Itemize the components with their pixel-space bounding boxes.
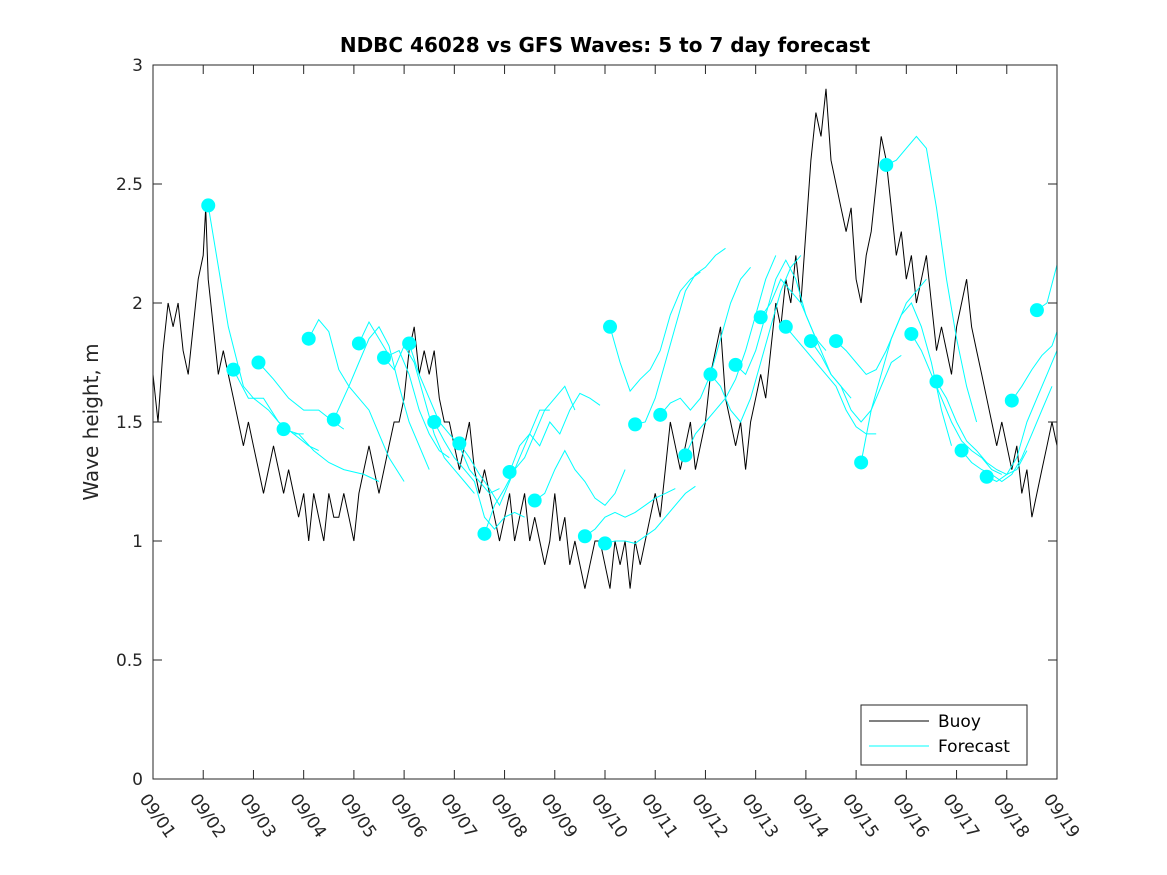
forecast-line [383,344,475,494]
chart-title: NDBC 46028 vs GFS Waves: 5 to 7 day fore… [340,33,871,57]
axis-ticks [152,64,1058,780]
buoy-line [152,88,1058,589]
forecast-line [283,428,380,482]
forecast-line [604,485,696,544]
y-tick-label: 0.5 [116,651,143,671]
forecast-start-marker [678,448,693,463]
forecast-line [534,449,626,506]
forecast-line [961,386,1053,483]
forecast-start-marker [778,319,793,334]
y-tick-label: 3 [132,56,143,76]
y-tick-label: 2.5 [116,175,143,195]
y-tick-label: 1.5 [116,413,143,433]
forecast-line [584,488,676,537]
forecast-start-marker [301,331,316,346]
forecast-line [634,247,726,425]
forecast-start-marker [854,455,869,470]
y-tick-label: 2 [132,294,143,314]
forecast-start-marker [753,310,768,325]
forecast-line [433,421,525,530]
forecast-line [484,385,576,535]
legend-box [860,704,1028,766]
forecast-start-marker [598,536,612,551]
forecast-line [333,325,430,470]
plot-frame [152,64,1058,780]
y-axis-label: Wave height, m [79,343,103,500]
forecast-start-marker [251,355,266,370]
forecast-start-marker [979,469,994,484]
forecast-start-marker [276,422,291,437]
y-tick-label: 1 [132,532,143,552]
forecast-start-marker [703,367,718,382]
forecast-line [986,350,1058,483]
forecast-line [710,255,802,423]
forecast-line [1011,331,1058,401]
forecast-start-marker [904,326,919,341]
forecast-line [910,333,1003,475]
forecast-start-marker [427,415,442,429]
forecast-start-marker [628,417,643,432]
plot-area [153,65,1057,779]
forecast-start-marker [377,350,392,365]
forecast-start-marker [201,198,216,213]
forecast-start-marker [502,464,517,479]
forecast-start-marker [527,493,542,508]
forecast-start-marker [402,336,417,351]
forecast-start-marker [1029,303,1044,318]
forecast-start-marker [653,407,668,422]
forecast-start-marker [1004,393,1019,408]
forecast-line [936,381,1028,475]
legend-label-buoy: Buoy [938,712,981,732]
forecast-line [785,326,877,435]
forecast-line [810,340,902,423]
forecast-start-marker [452,436,467,451]
forecast-start-marker [954,443,969,458]
buoy-series [152,88,1058,589]
forecast-line [308,318,405,482]
legend-label-forecast: Forecast [938,737,1010,757]
forecast-line [659,266,751,416]
forecast-line [885,135,978,423]
legend: Buoy Forecast [860,704,1028,766]
forecast-start-marker [577,529,592,544]
forecast-start-marker [829,334,844,349]
forecast-start-marker [477,526,492,541]
forecast-series [201,135,1058,551]
forecast-start-marker [728,357,743,372]
forecast-start-marker [929,374,944,389]
forecast-line [458,409,550,507]
forecast-line [509,392,601,473]
forecast-start-marker [603,319,618,334]
forecast-start-marker [803,334,818,349]
forecast-start-marker [351,336,366,351]
forecast-line [835,278,927,376]
forecast-line [684,255,777,456]
forecast-line [358,320,450,459]
forecast-start-marker [879,157,894,172]
forecast-start-marker [226,362,241,377]
forecast-start-marker [326,412,341,427]
forecast-line [609,271,701,393]
y-tick-label: 0 [132,770,143,790]
